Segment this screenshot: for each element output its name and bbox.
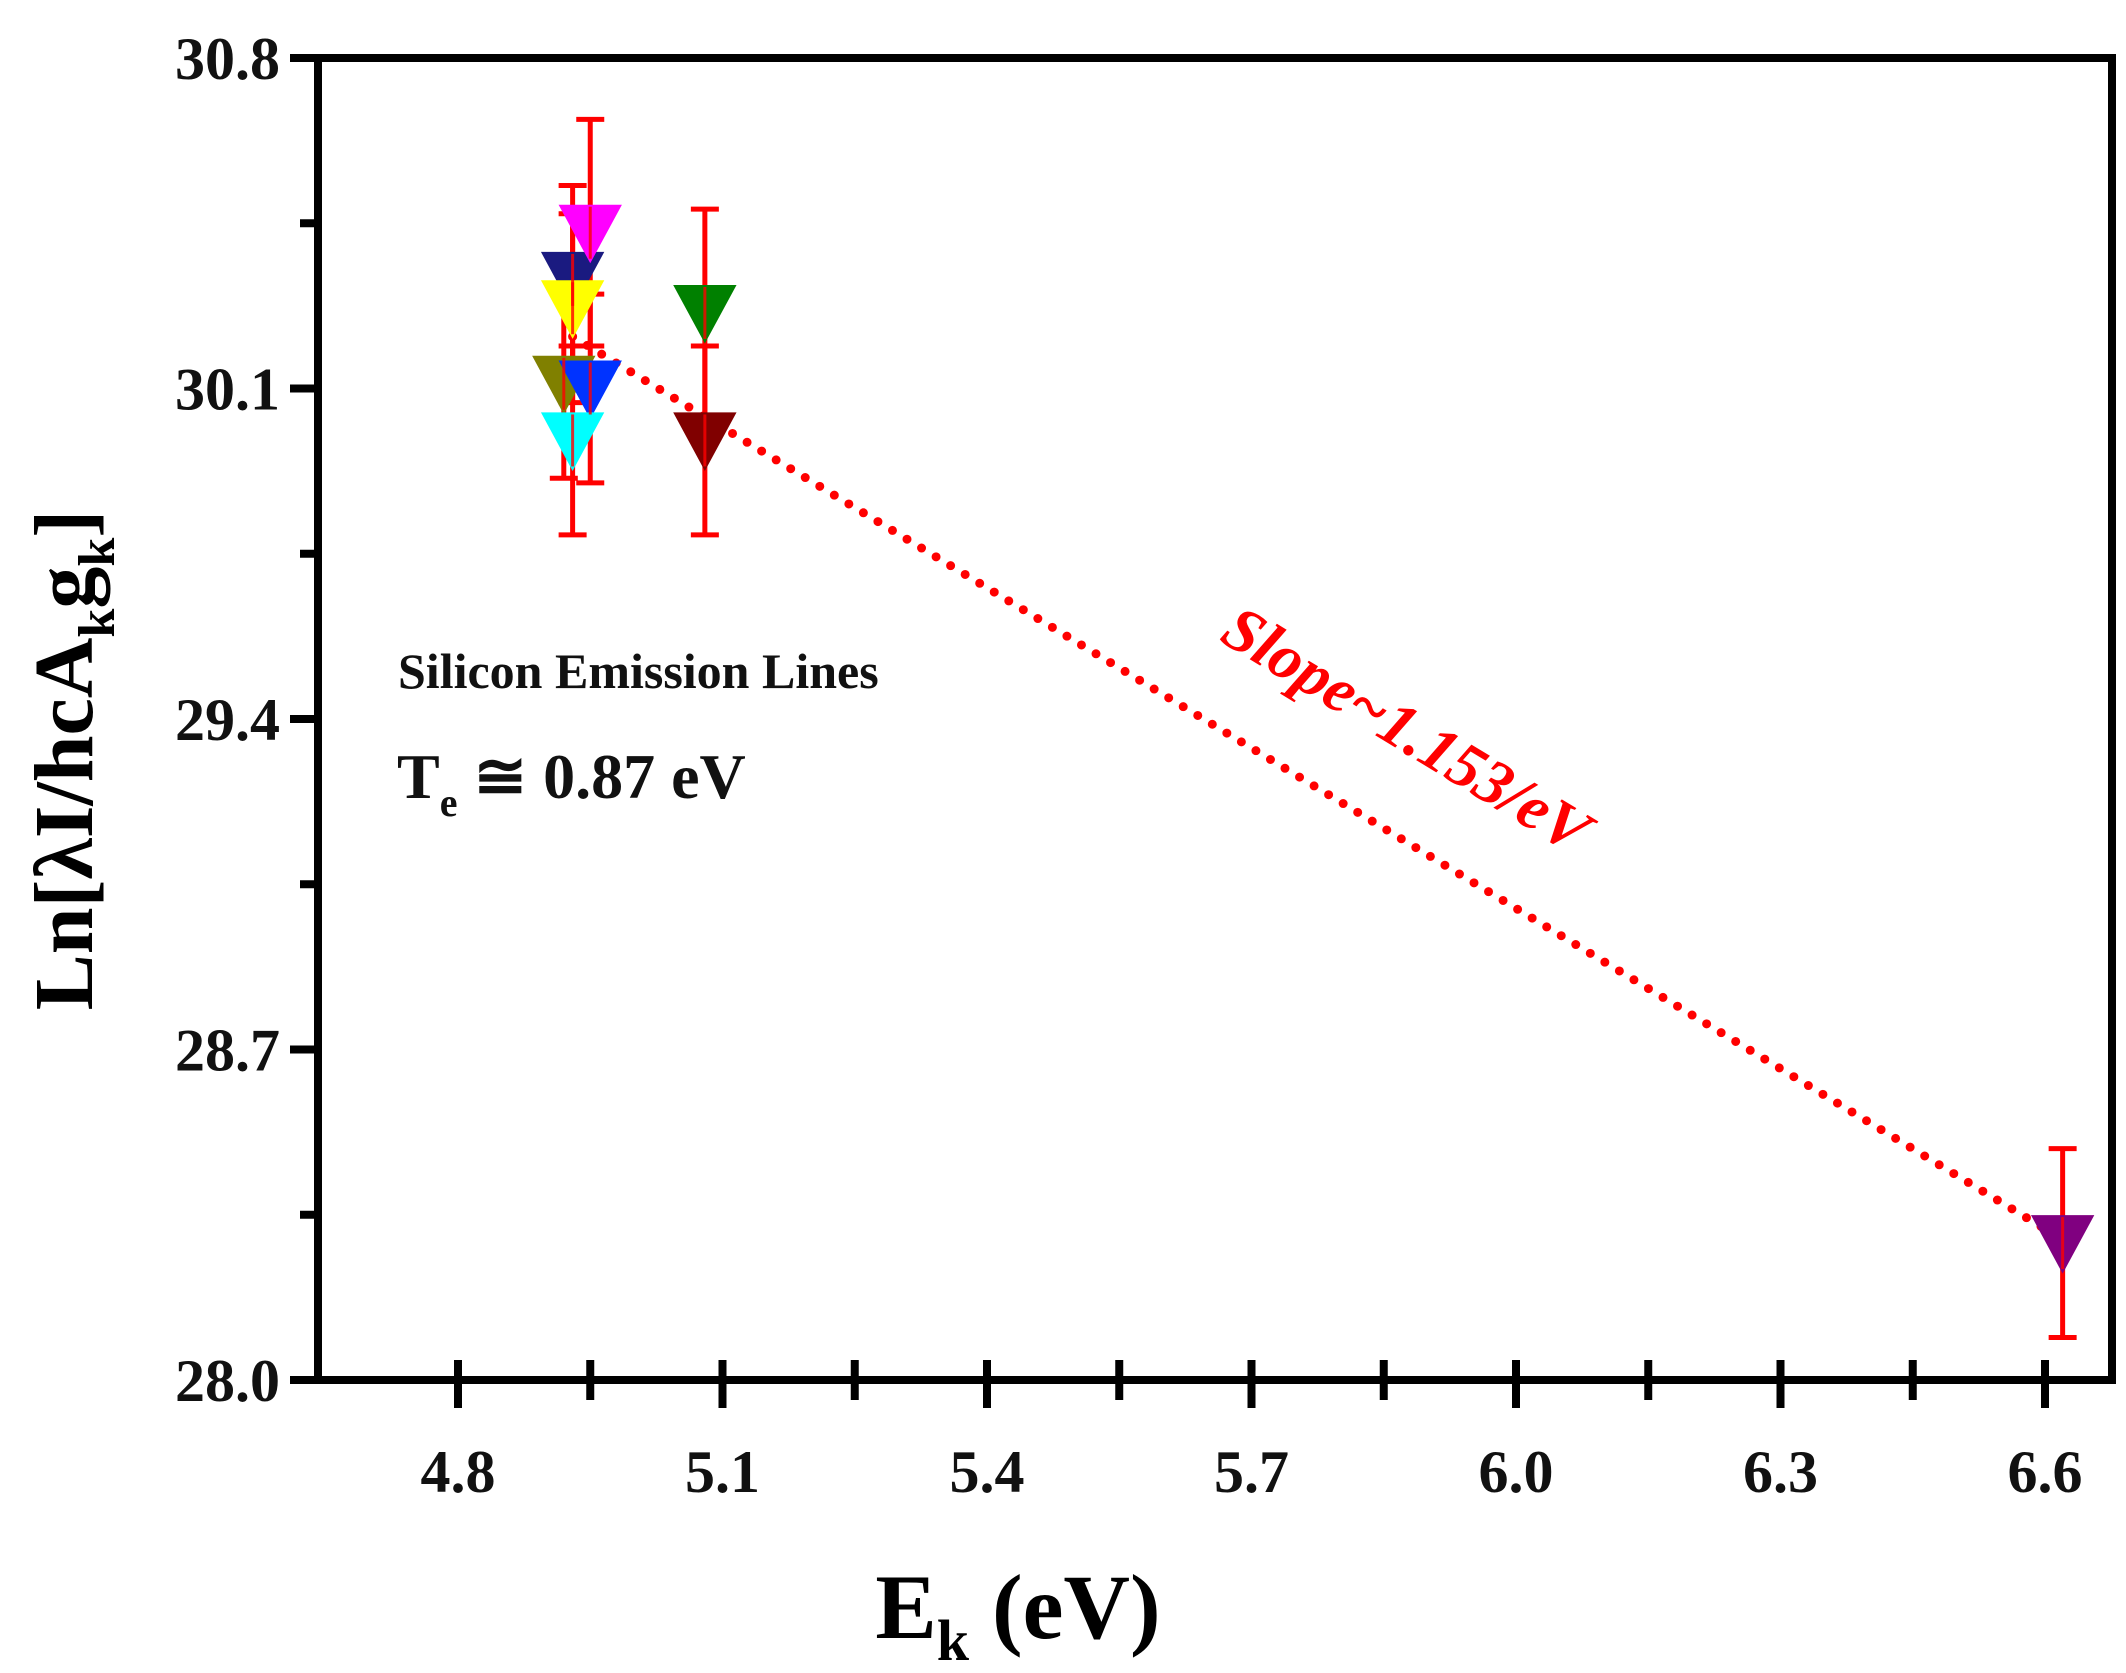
y-axis-title-mid: g: [18, 567, 111, 609]
y-axis-title-post: ]: [18, 510, 111, 538]
x-tick-label: 6.6: [2008, 1439, 2083, 1505]
temperature-symbol: T: [397, 741, 440, 812]
temperature-subscript: e: [440, 780, 458, 825]
x-tick-label: 5.4: [950, 1439, 1025, 1505]
y-tick-label: 28.7: [175, 1018, 280, 1084]
y-tick-label: 28.0: [175, 1348, 280, 1414]
x-axis-title-rest: (eV): [969, 1556, 1161, 1658]
x-tick-label: 6.0: [1479, 1439, 1554, 1505]
x-axis-title-sub: k: [937, 1608, 970, 1673]
y-tick-label: 30.1: [175, 357, 280, 423]
temperature-label: Te ≅ 0.87 eV: [397, 741, 746, 825]
x-axis-title: Ek (eV): [875, 1556, 1160, 1673]
y-axis-title-sub2: k: [69, 538, 126, 567]
series-label: Silicon Emission Lines: [398, 643, 879, 699]
x-tick-label: 5.1: [685, 1439, 760, 1505]
x-tick-label: 5.7: [1214, 1439, 1289, 1505]
temperature-value: ≅ 0.87 eV: [457, 741, 745, 812]
fit-line: [568, 332, 2050, 1234]
data-points: [532, 204, 2095, 1274]
y-tick-label: 30.8: [175, 26, 280, 92]
y-tick-label: 29.4: [175, 687, 280, 753]
y-axis-title-pre: Ln[λI/hcA: [18, 637, 111, 1010]
tick-labels: 4.8 5.1 5.4 5.7 6.0 6.3 6.6 28.0 28.7 29.4 30.1 30.…: [175, 26, 2083, 1505]
fit-line-group: [568, 332, 2050, 1234]
x-tick-label: 6.3: [1743, 1439, 1818, 1505]
y-axis-title-sub1: k: [69, 609, 126, 638]
x-tick-label: 4.8: [421, 1439, 496, 1505]
x-axis-title-main: E: [875, 1556, 936, 1658]
y-axis-title: Ln[λI/hcAkgk]: [18, 510, 126, 1011]
plot-frame: [314, 54, 2116, 1384]
